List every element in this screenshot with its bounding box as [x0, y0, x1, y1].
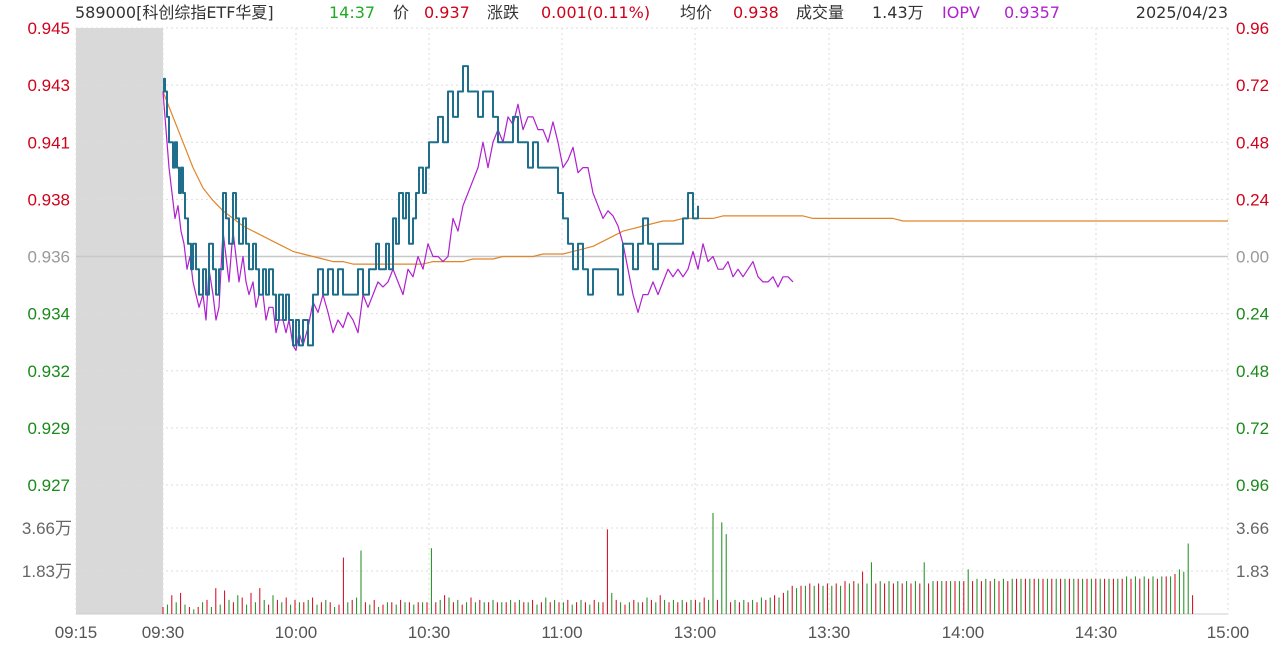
- percent-tick-label: 0.24: [1236, 305, 1269, 324]
- volume-value: 1.43万: [872, 3, 924, 22]
- price-label: 价: [393, 3, 409, 22]
- percent-axis-right: 0.96 0.72 0.48 0.24 0.00 0.24 0.48 0.72 0.96: [1236, 19, 1269, 495]
- time-tick-label: 14:00: [942, 623, 985, 642]
- price-tick-label: 0.938: [27, 190, 70, 209]
- avg-label: 均价: [680, 3, 712, 22]
- percent-tick-label: 0.24: [1236, 190, 1269, 209]
- time-tick-label: 14:30: [1075, 623, 1118, 642]
- header-bar: 589000[科创综指ETF华夏] 14:37 价 0.937 涨跌 0.001…: [75, 3, 1228, 22]
- volume-bars: [162, 512, 1194, 614]
- percent-tick-label: 0.72: [1236, 76, 1269, 95]
- percent-tick-label: 0.48: [1236, 133, 1269, 152]
- iopv-value: 0.9357: [1004, 3, 1060, 22]
- time-tick-label: 15:00: [1207, 623, 1250, 642]
- volume-tick-label-left: 3.66万: [22, 519, 72, 538]
- time-tick-label: 10:30: [408, 623, 451, 642]
- iopv-label: IOPV: [942, 3, 980, 22]
- security-name: 589000[科创综指ETF华夏]: [75, 3, 274, 22]
- header-date: 2025/04/23: [1136, 3, 1228, 22]
- price-tick-label: 0.929: [27, 419, 70, 438]
- percent-tick-label: 0.96: [1236, 476, 1269, 495]
- price-tick-label: 0.941: [27, 133, 70, 152]
- time-tick-label: 11:00: [541, 623, 582, 642]
- change-value: 0.001(0.11%): [541, 3, 650, 22]
- price-tick-label: 0.934: [27, 305, 70, 324]
- price-tick-label: 0.936: [27, 248, 70, 267]
- preopen-band: [76, 28, 163, 614]
- iopv-line: [162, 91, 794, 351]
- percent-tick-label: 0.96: [1236, 19, 1269, 38]
- time-tick-label: 09:15: [55, 623, 98, 642]
- header-time: 14:37: [329, 3, 375, 22]
- avg-value: 0.938: [733, 3, 779, 22]
- time-tick-label: 13:00: [674, 623, 717, 642]
- time-tick-label: 10:00: [275, 623, 318, 642]
- volume-label: 成交量: [796, 3, 844, 22]
- price-axis-left: 0.945 0.943 0.941 0.938 0.936 0.934 0.932 0.929…: [27, 19, 70, 495]
- series-lines: [162, 65, 1228, 351]
- price-tick-label: 0.943: [27, 76, 70, 95]
- time-tick-label: 13:30: [808, 623, 851, 642]
- volume-tick-label-left: 1.83万: [22, 562, 72, 581]
- price-line: [163, 65, 699, 347]
- volume-tick-label-right: 1.83: [1236, 562, 1269, 581]
- time-axis: 09:15 09:30 10:00 10:30 11:00 13:00 13:30 14:00…: [55, 623, 1250, 642]
- price-value: 0.937: [424, 3, 470, 22]
- percent-tick-label: 0.48: [1236, 362, 1269, 381]
- percent-tick-label: 0.72: [1236, 419, 1269, 438]
- change-label: 涨跌: [487, 3, 519, 22]
- volume-tick-label-right: 3.66: [1236, 519, 1269, 538]
- volume-axis: 3.66万 3.66 1.83万 1.83: [22, 519, 1269, 581]
- price-tick-label: 0.932: [27, 362, 70, 381]
- price-tick-label: 0.945: [27, 19, 70, 38]
- time-tick-label: 09:30: [142, 623, 185, 642]
- percent-tick-label: 0.00: [1236, 248, 1269, 267]
- price-tick-label: 0.927: [27, 476, 70, 495]
